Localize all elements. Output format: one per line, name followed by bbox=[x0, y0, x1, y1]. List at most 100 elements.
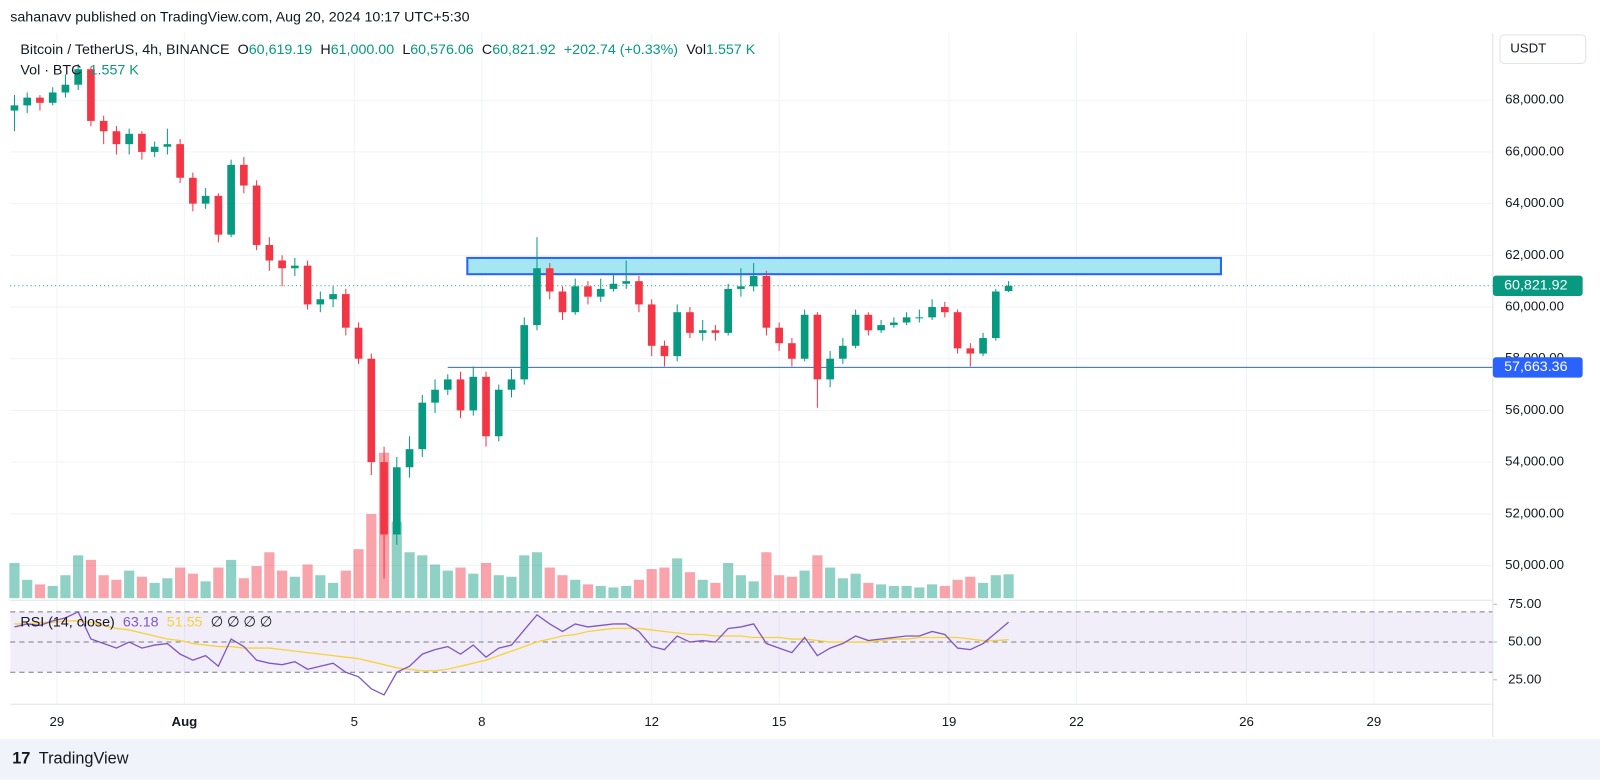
candle-body bbox=[74, 69, 83, 85]
volume-bar bbox=[812, 555, 823, 599]
x-tick-label: 12 bbox=[644, 714, 659, 729]
volume-bar bbox=[136, 576, 147, 599]
candle-body bbox=[112, 131, 121, 145]
candle-body bbox=[890, 322, 898, 326]
candle-body bbox=[10, 105, 19, 111]
legend: Bitcoin / TetherUS, 4h, BINANCE O60,619.1… bbox=[20, 42, 755, 58]
volume-bar bbox=[429, 564, 441, 599]
candle-body bbox=[584, 286, 592, 297]
volume-bar bbox=[9, 562, 20, 599]
volume-bar bbox=[621, 585, 632, 599]
candle-body bbox=[329, 294, 337, 300]
candle-body bbox=[596, 288, 605, 297]
volume-bar bbox=[748, 581, 759, 599]
brand: TradingView bbox=[39, 750, 129, 768]
volume-bar bbox=[251, 566, 262, 599]
volume-bar bbox=[544, 567, 555, 599]
candle-body bbox=[469, 376, 478, 411]
volume-bar bbox=[404, 552, 415, 599]
volume-bar bbox=[952, 579, 963, 599]
y-tick-label: 68,000.00 bbox=[1505, 92, 1564, 107]
last-price-tag bbox=[1492, 275, 1583, 296]
volume-bar bbox=[149, 582, 160, 599]
volume-bar bbox=[175, 567, 186, 599]
candle-body bbox=[99, 120, 108, 132]
last-price-label: 60,821.92 bbox=[1504, 278, 1568, 294]
candle-body bbox=[316, 299, 325, 305]
volume-bar bbox=[226, 559, 237, 599]
volume-bar bbox=[124, 570, 135, 599]
volume-bar bbox=[774, 575, 785, 599]
candle-body bbox=[87, 69, 95, 121]
volume-bar bbox=[98, 575, 109, 599]
l-value: 60,576.06 bbox=[410, 42, 474, 58]
candle-body bbox=[291, 265, 299, 269]
volume-bar bbox=[837, 578, 848, 599]
rsi-legend: RSI (14, close) 63.18 51.55 ∅ ∅ ∅ ∅ bbox=[20, 614, 272, 630]
volume-bar bbox=[34, 584, 46, 599]
candle-body bbox=[953, 312, 962, 349]
candle-body bbox=[61, 84, 70, 93]
volume-bar bbox=[327, 582, 339, 599]
y-tick-label: 66,000.00 bbox=[1505, 143, 1564, 158]
volume-bar bbox=[1003, 574, 1014, 599]
candle-body bbox=[227, 164, 235, 235]
volume-bar bbox=[22, 579, 33, 599]
candle-body bbox=[673, 312, 682, 357]
x-tick-label: 8 bbox=[478, 714, 485, 729]
y-tick-label: 54,000.00 bbox=[1505, 454, 1564, 469]
rsi-tick-label: 25.00 bbox=[1508, 671, 1541, 686]
volume-bar bbox=[455, 567, 466, 599]
volume-bar bbox=[302, 564, 313, 599]
volume-bar bbox=[315, 575, 326, 599]
y-tick-label: 64,000.00 bbox=[1505, 195, 1564, 210]
volume-bar bbox=[162, 578, 173, 599]
x-tick-label: 22 bbox=[1069, 714, 1084, 729]
o-value: 60,619.19 bbox=[249, 42, 313, 58]
x-tick-label: 15 bbox=[772, 714, 787, 729]
brand-logo: 17 bbox=[12, 750, 30, 768]
candle-body bbox=[48, 92, 57, 103]
candle-body bbox=[686, 312, 694, 333]
rsi-extra: ∅ ∅ ∅ ∅ bbox=[211, 614, 273, 630]
c-label: C bbox=[482, 42, 492, 58]
volume-bar bbox=[111, 579, 122, 599]
candle-body bbox=[966, 348, 975, 354]
candle-body bbox=[533, 268, 541, 326]
volume-bar bbox=[914, 587, 925, 599]
candle-body bbox=[813, 314, 822, 380]
volume-bar bbox=[213, 567, 224, 599]
candle-body bbox=[176, 144, 184, 178]
volume-bar bbox=[570, 579, 581, 599]
candle-body bbox=[724, 288, 732, 333]
candle-body bbox=[788, 343, 796, 359]
volume-bar bbox=[761, 552, 772, 599]
volume-bar bbox=[73, 555, 84, 599]
volume-bar bbox=[646, 569, 657, 599]
y-tick-label: 62,000.00 bbox=[1505, 247, 1564, 262]
currency[interactable]: USDT bbox=[1510, 41, 1546, 56]
candle-body bbox=[367, 358, 376, 463]
candle-body bbox=[851, 314, 860, 346]
l-label: L bbox=[402, 42, 410, 58]
candle-body bbox=[749, 275, 758, 287]
y-tick-label: 60,000.00 bbox=[1505, 299, 1564, 314]
candle-body bbox=[762, 275, 771, 328]
candle-body bbox=[800, 314, 809, 359]
volume-bar bbox=[264, 552, 275, 599]
rsi-value: 63.18 bbox=[123, 614, 159, 630]
volume-bar bbox=[799, 570, 810, 599]
volume-bar bbox=[391, 521, 402, 599]
candle-body bbox=[405, 449, 414, 468]
x-tick-label: 29 bbox=[1367, 714, 1382, 729]
candle-body bbox=[443, 379, 452, 390]
rsi-ma-value: 51.55 bbox=[167, 614, 203, 630]
volume-bar bbox=[735, 575, 747, 599]
volume-bar bbox=[876, 584, 887, 599]
candle-body bbox=[494, 389, 503, 437]
candle-body bbox=[431, 389, 439, 403]
candle-body bbox=[23, 97, 32, 106]
currency-button[interactable] bbox=[1499, 34, 1587, 64]
candle-body bbox=[826, 358, 834, 380]
